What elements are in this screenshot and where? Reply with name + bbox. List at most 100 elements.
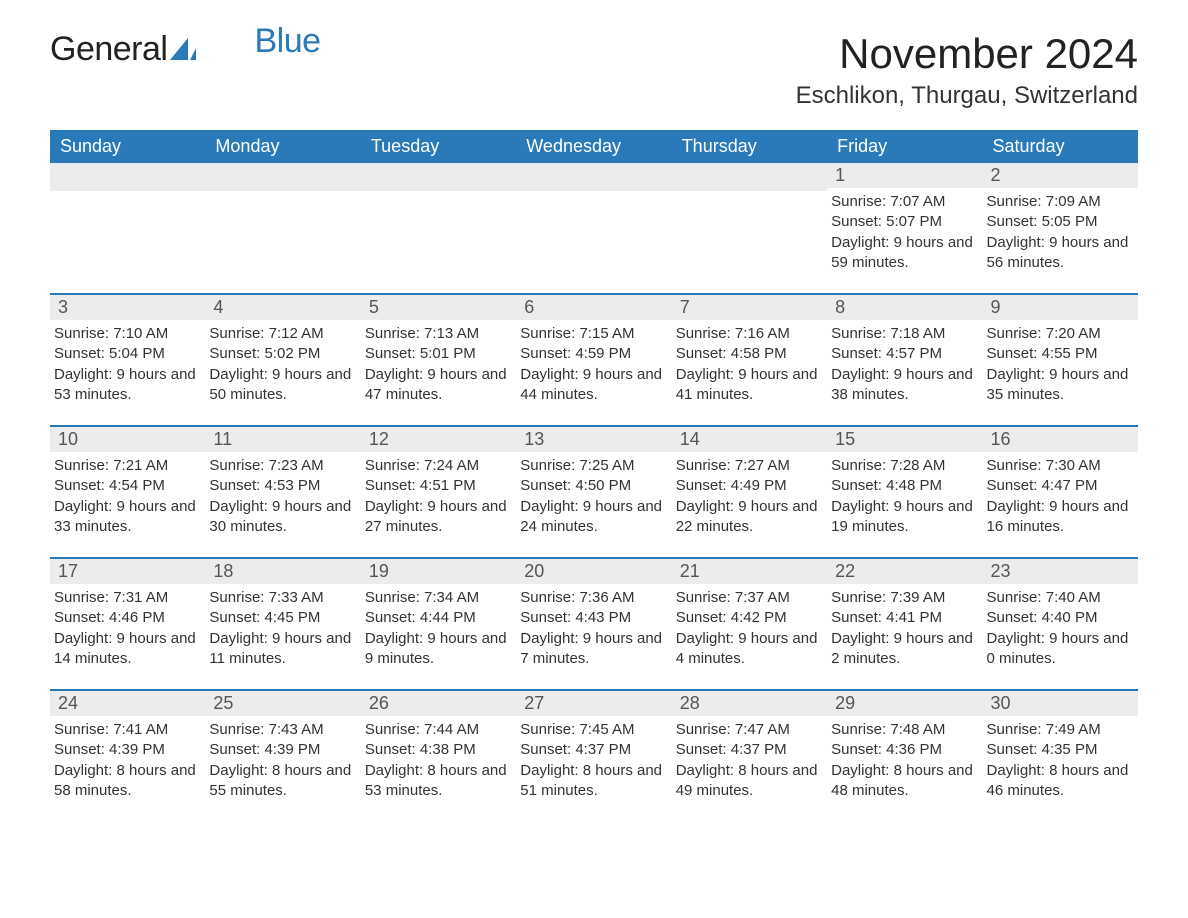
daylight-line: Daylight: 9 hours and 53 minutes. (54, 365, 199, 406)
sunset-line: Sunset: 5:04 PM (54, 344, 199, 364)
day-cell: 25Sunrise: 7:43 AMSunset: 4:39 PMDayligh… (205, 691, 360, 811)
sunrise-line: Sunrise: 7:31 AM (54, 588, 199, 608)
weekday-header-cell: Saturday (983, 130, 1138, 163)
day-number: 13 (516, 427, 671, 452)
day-number: 22 (827, 559, 982, 584)
day-number: 2 (983, 163, 1138, 188)
day-number: 30 (983, 691, 1138, 716)
day-cell: 29Sunrise: 7:48 AMSunset: 4:36 PMDayligh… (827, 691, 982, 811)
day-body: Sunrise: 7:43 AMSunset: 4:39 PMDaylight:… (205, 716, 360, 805)
day-cell (205, 163, 360, 283)
sunrise-line: Sunrise: 7:33 AM (209, 588, 354, 608)
sunset-line: Sunset: 4:39 PM (209, 740, 354, 760)
weekday-header-cell: Wednesday (516, 130, 671, 163)
sunset-line: Sunset: 4:47 PM (987, 476, 1132, 496)
day-body: Sunrise: 7:28 AMSunset: 4:48 PMDaylight:… (827, 452, 982, 541)
day-number: 7 (672, 295, 827, 320)
daylight-line: Daylight: 8 hours and 51 minutes. (520, 761, 665, 802)
day-cell: 8Sunrise: 7:18 AMSunset: 4:57 PMDaylight… (827, 295, 982, 415)
day-number: 9 (983, 295, 1138, 320)
day-cell: 7Sunrise: 7:16 AMSunset: 4:58 PMDaylight… (672, 295, 827, 415)
week-row: 17Sunrise: 7:31 AMSunset: 4:46 PMDayligh… (50, 557, 1138, 679)
weekday-header-cell: Tuesday (361, 130, 516, 163)
day-number: 19 (361, 559, 516, 584)
day-body: Sunrise: 7:45 AMSunset: 4:37 PMDaylight:… (516, 716, 671, 805)
sunset-line: Sunset: 4:38 PM (365, 740, 510, 760)
day-body: Sunrise: 7:30 AMSunset: 4:47 PMDaylight:… (983, 452, 1138, 541)
day-number: 28 (672, 691, 827, 716)
daylight-line: Daylight: 8 hours and 53 minutes. (365, 761, 510, 802)
day-number: 5 (361, 295, 516, 320)
day-cell (361, 163, 516, 283)
sunrise-line: Sunrise: 7:18 AM (831, 324, 976, 344)
daylight-line: Daylight: 9 hours and 14 minutes. (54, 629, 199, 670)
daylight-line: Daylight: 9 hours and 33 minutes. (54, 497, 199, 538)
sunset-line: Sunset: 4:58 PM (676, 344, 821, 364)
day-body: Sunrise: 7:44 AMSunset: 4:38 PMDaylight:… (361, 716, 516, 805)
day-number: 17 (50, 559, 205, 584)
day-body: Sunrise: 7:36 AMSunset: 4:43 PMDaylight:… (516, 584, 671, 673)
day-cell: 26Sunrise: 7:44 AMSunset: 4:38 PMDayligh… (361, 691, 516, 811)
sunset-line: Sunset: 4:49 PM (676, 476, 821, 496)
day-cell: 30Sunrise: 7:49 AMSunset: 4:35 PMDayligh… (983, 691, 1138, 811)
day-body: Sunrise: 7:27 AMSunset: 4:49 PMDaylight:… (672, 452, 827, 541)
sunset-line: Sunset: 4:36 PM (831, 740, 976, 760)
day-cell: 13Sunrise: 7:25 AMSunset: 4:50 PMDayligh… (516, 427, 671, 547)
daylight-line: Daylight: 9 hours and 44 minutes. (520, 365, 665, 406)
sunrise-line: Sunrise: 7:36 AM (520, 588, 665, 608)
day-number: 10 (50, 427, 205, 452)
daylight-line: Daylight: 9 hours and 50 minutes. (209, 365, 354, 406)
day-cell: 17 Sunrise: 7:31 AMSunset: 4:46 PMDayligh… (50, 559, 205, 679)
sunrise-line: Sunrise: 7:25 AM (520, 456, 665, 476)
sunrise-line: Sunrise: 7:07 AM (831, 192, 976, 212)
logo-sail-icon (170, 30, 196, 69)
sunrise-line: Sunrise: 7:28 AM (831, 456, 976, 476)
day-body: Sunrise: 7:41 AMSunset: 4:39 PMDaylight:… (50, 716, 205, 805)
sunrise-line: Sunrise: 7:30 AM (987, 456, 1132, 476)
sunset-line: Sunset: 4:51 PM (365, 476, 510, 496)
sunset-line: Sunset: 4:59 PM (520, 344, 665, 364)
sunset-line: Sunset: 4:54 PM (54, 476, 199, 496)
logo-secondary-text: Blue (254, 22, 320, 61)
day-cell: 20Sunrise: 7:36 AMSunset: 4:43 PMDayligh… (516, 559, 671, 679)
sunrise-line: Sunrise: 7:47 AM (676, 720, 821, 740)
weekday-header-row: SundayMondayTuesdayWednesdayThursdayFrid… (50, 130, 1138, 163)
daylight-line: Daylight: 9 hours and 27 minutes. (365, 497, 510, 538)
day-body: Sunrise: 7:07 AMSunset: 5:07 PMDaylight:… (827, 188, 982, 277)
sunrise-line: Sunrise: 7:15 AM (520, 324, 665, 344)
calendar: SundayMondayTuesdayWednesdayThursdayFrid… (50, 130, 1138, 811)
daylight-line: Daylight: 8 hours and 48 minutes. (831, 761, 976, 802)
daylight-line: Daylight: 9 hours and 38 minutes. (831, 365, 976, 406)
day-cell: 24Sunrise: 7:41 AMSunset: 4:39 PMDayligh… (50, 691, 205, 811)
sunset-line: Sunset: 4:50 PM (520, 476, 665, 496)
day-cell: 12Sunrise: 7:24 AMSunset: 4:51 PMDayligh… (361, 427, 516, 547)
sunset-line: Sunset: 4:46 PM (54, 608, 199, 628)
sunrise-line: Sunrise: 7:43 AM (209, 720, 354, 740)
sunrise-line: Sunrise: 7:12 AM (209, 324, 354, 344)
day-body: Sunrise: 7:34 AMSunset: 4:44 PMDaylight:… (361, 584, 516, 673)
day-number (50, 163, 205, 191)
weekday-header-cell: Sunday (50, 130, 205, 163)
daylight-line: Daylight: 9 hours and 41 minutes. (676, 365, 821, 406)
day-cell: 9Sunrise: 7:20 AMSunset: 4:55 PMDaylight… (983, 295, 1138, 415)
daylight-line: Daylight: 9 hours and 7 minutes. (520, 629, 665, 670)
sunset-line: Sunset: 4:57 PM (831, 344, 976, 364)
day-number: 16 (983, 427, 1138, 452)
daylight-line: Daylight: 9 hours and 0 minutes. (987, 629, 1132, 670)
location-subtitle: Eschlikon, Thurgau, Switzerland (796, 82, 1138, 110)
day-body: Sunrise: 7:18 AMSunset: 4:57 PMDaylight:… (827, 320, 982, 409)
sunrise-line: Sunrise: 7:45 AM (520, 720, 665, 740)
day-cell: 6Sunrise: 7:15 AMSunset: 4:59 PMDaylight… (516, 295, 671, 415)
sunrise-line: Sunrise: 7:13 AM (365, 324, 510, 344)
day-body: Sunrise: 7:09 AMSunset: 5:05 PMDaylight:… (983, 188, 1138, 277)
sunset-line: Sunset: 4:44 PM (365, 608, 510, 628)
weeks-container: 1Sunrise: 7:07 AMSunset: 5:07 PMDaylight… (50, 163, 1138, 811)
day-cell: 5Sunrise: 7:13 AMSunset: 5:01 PMDaylight… (361, 295, 516, 415)
day-body: Sunrise: 7:12 AMSunset: 5:02 PMDaylight:… (205, 320, 360, 409)
day-number: 4 (205, 295, 360, 320)
day-cell: 23Sunrise: 7:40 AMSunset: 4:40 PMDayligh… (983, 559, 1138, 679)
day-cell: 2Sunrise: 7:09 AMSunset: 5:05 PMDaylight… (983, 163, 1138, 283)
sunrise-line: Sunrise: 7:49 AM (987, 720, 1132, 740)
day-cell: 28Sunrise: 7:47 AMSunset: 4:37 PMDayligh… (672, 691, 827, 811)
day-number: 3 (50, 295, 205, 320)
